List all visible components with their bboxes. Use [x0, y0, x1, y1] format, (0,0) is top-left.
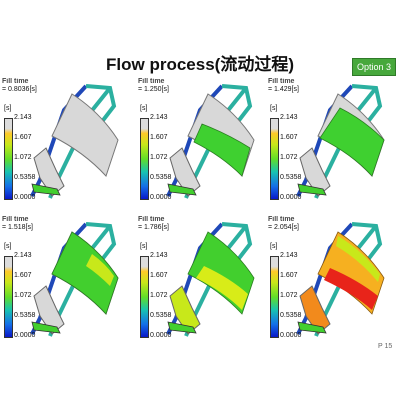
legend-tick: 1.607 — [280, 272, 298, 279]
panel-header: Fill time = 1.429[s] — [268, 78, 299, 94]
legend-color-bar — [270, 118, 279, 200]
legend-tick: 1.607 — [150, 134, 168, 141]
legend-tick: 1.607 — [14, 272, 32, 279]
legend-tick: 1.607 — [150, 272, 168, 279]
legend-tick: 0.5358 — [14, 174, 36, 181]
legend-tick: 0.0000 — [280, 332, 302, 339]
legend-color-bar — [140, 256, 149, 338]
fill-panel-6: Fill time = 2.054[s] [s] 2.143 1.607 1.0… — [268, 216, 396, 351]
legend-tick: 0.5358 — [14, 312, 36, 319]
legend-tick: 2.143 — [150, 252, 168, 259]
legend-tick: 2.143 — [280, 252, 298, 259]
page-title: Flow process(流动过程) — [106, 55, 294, 74]
panel-header: Fill time = 1.786[s] — [138, 216, 169, 232]
legend-unit: [s] — [4, 105, 12, 112]
fill-time-value: = 0.8036[s] — [2, 86, 37, 93]
part-render-6 — [296, 222, 385, 337]
fill-panel-1: Fill time = 0.8036[s] [s] 2.143 1.607 1.… — [2, 78, 130, 213]
legend-tick: 0.0000 — [150, 194, 172, 201]
panel-header: Fill time = 1.518[s] — [2, 216, 33, 232]
fill-time-value: = 1.786[s] — [138, 224, 169, 231]
color-legend: 2.143 1.607 1.072 0.5358 0.0000 — [140, 114, 180, 206]
legend-color-bar — [4, 256, 13, 338]
legend-tick: 1.072 — [280, 292, 298, 299]
legend-tick: 1.072 — [280, 154, 298, 161]
fill-panel-2: Fill time = 1.250[s] [s] 2.143 1.607 1.0… — [138, 78, 266, 213]
legend-unit: [s] — [270, 105, 278, 112]
legend-color-bar — [140, 118, 149, 200]
part-render-3 — [296, 84, 385, 199]
color-legend: 2.143 1.607 1.072 0.5358 0.0000 — [270, 114, 310, 206]
color-legend: 2.143 1.607 1.072 0.5358 0.0000 — [4, 114, 44, 206]
fill-panel-3: Fill time = 1.429[s] [s] 2.143 1.607 1.0… — [268, 78, 396, 213]
fill-time-label: Fill time — [138, 78, 165, 85]
fill-time-label: Fill time — [2, 78, 29, 85]
legend-tick: 0.0000 — [14, 194, 36, 201]
fill-time-label: Fill time — [268, 216, 295, 223]
fill-time-value: = 1.518[s] — [2, 224, 33, 231]
page-number: P 15 — [378, 343, 393, 350]
legend-tick: 0.5358 — [150, 312, 172, 319]
legend-tick: 0.5358 — [280, 174, 302, 181]
legend-tick: 0.5358 — [150, 174, 172, 181]
fill-time-label: Fill time — [138, 216, 165, 223]
legend-tick: 1.607 — [280, 134, 298, 141]
legend-tick: 0.0000 — [150, 332, 172, 339]
legend-tick: 2.143 — [14, 252, 32, 259]
legend-unit: [s] — [4, 243, 12, 250]
part-render-2 — [166, 84, 255, 199]
legend-tick: 1.072 — [14, 154, 32, 161]
fill-panel-5: Fill time = 1.786[s] [s] 2.143 1.607 1.0… — [138, 216, 266, 351]
option-badge: Option 3 — [352, 58, 396, 76]
legend-unit: [s] — [140, 105, 148, 112]
color-legend: 2.143 1.607 1.072 0.5358 0.0000 — [4, 252, 44, 344]
legend-tick: 0.0000 — [280, 194, 302, 201]
legend-tick: 1.072 — [150, 154, 168, 161]
legend-tick: 2.143 — [14, 114, 32, 121]
color-legend: 2.143 1.607 1.072 0.5358 0.0000 — [140, 252, 180, 344]
legend-unit: [s] — [140, 243, 148, 250]
part-render-4 — [30, 222, 119, 337]
legend-color-bar — [4, 118, 13, 200]
legend-tick: 1.607 — [14, 134, 32, 141]
panel-header: Fill time = 1.250[s] — [138, 78, 169, 94]
fill-time-label: Fill time — [268, 78, 295, 85]
part-render-1 — [30, 84, 119, 199]
legend-tick: 2.143 — [150, 114, 168, 121]
color-legend: 2.143 1.607 1.072 0.5358 0.0000 — [270, 252, 310, 344]
legend-tick: 1.072 — [14, 292, 32, 299]
legend-unit: [s] — [270, 243, 278, 250]
panel-header: Fill time = 0.8036[s] — [2, 78, 37, 94]
legend-tick: 2.143 — [280, 114, 298, 121]
panel-header: Fill time = 2.054[s] — [268, 216, 299, 232]
legend-tick: 1.072 — [150, 292, 168, 299]
fill-time-value: = 2.054[s] — [268, 224, 299, 231]
legend-tick: 0.5358 — [280, 312, 302, 319]
legend-tick: 0.0000 — [14, 332, 36, 339]
fill-time-label: Fill time — [2, 216, 29, 223]
fill-panel-4: Fill time = 1.518[s] [s] 2.143 1.607 1.0… — [2, 216, 130, 351]
legend-color-bar — [270, 256, 279, 338]
fill-time-value: = 1.250[s] — [138, 86, 169, 93]
part-render-5 — [166, 222, 255, 337]
fill-time-value: = 1.429[s] — [268, 86, 299, 93]
